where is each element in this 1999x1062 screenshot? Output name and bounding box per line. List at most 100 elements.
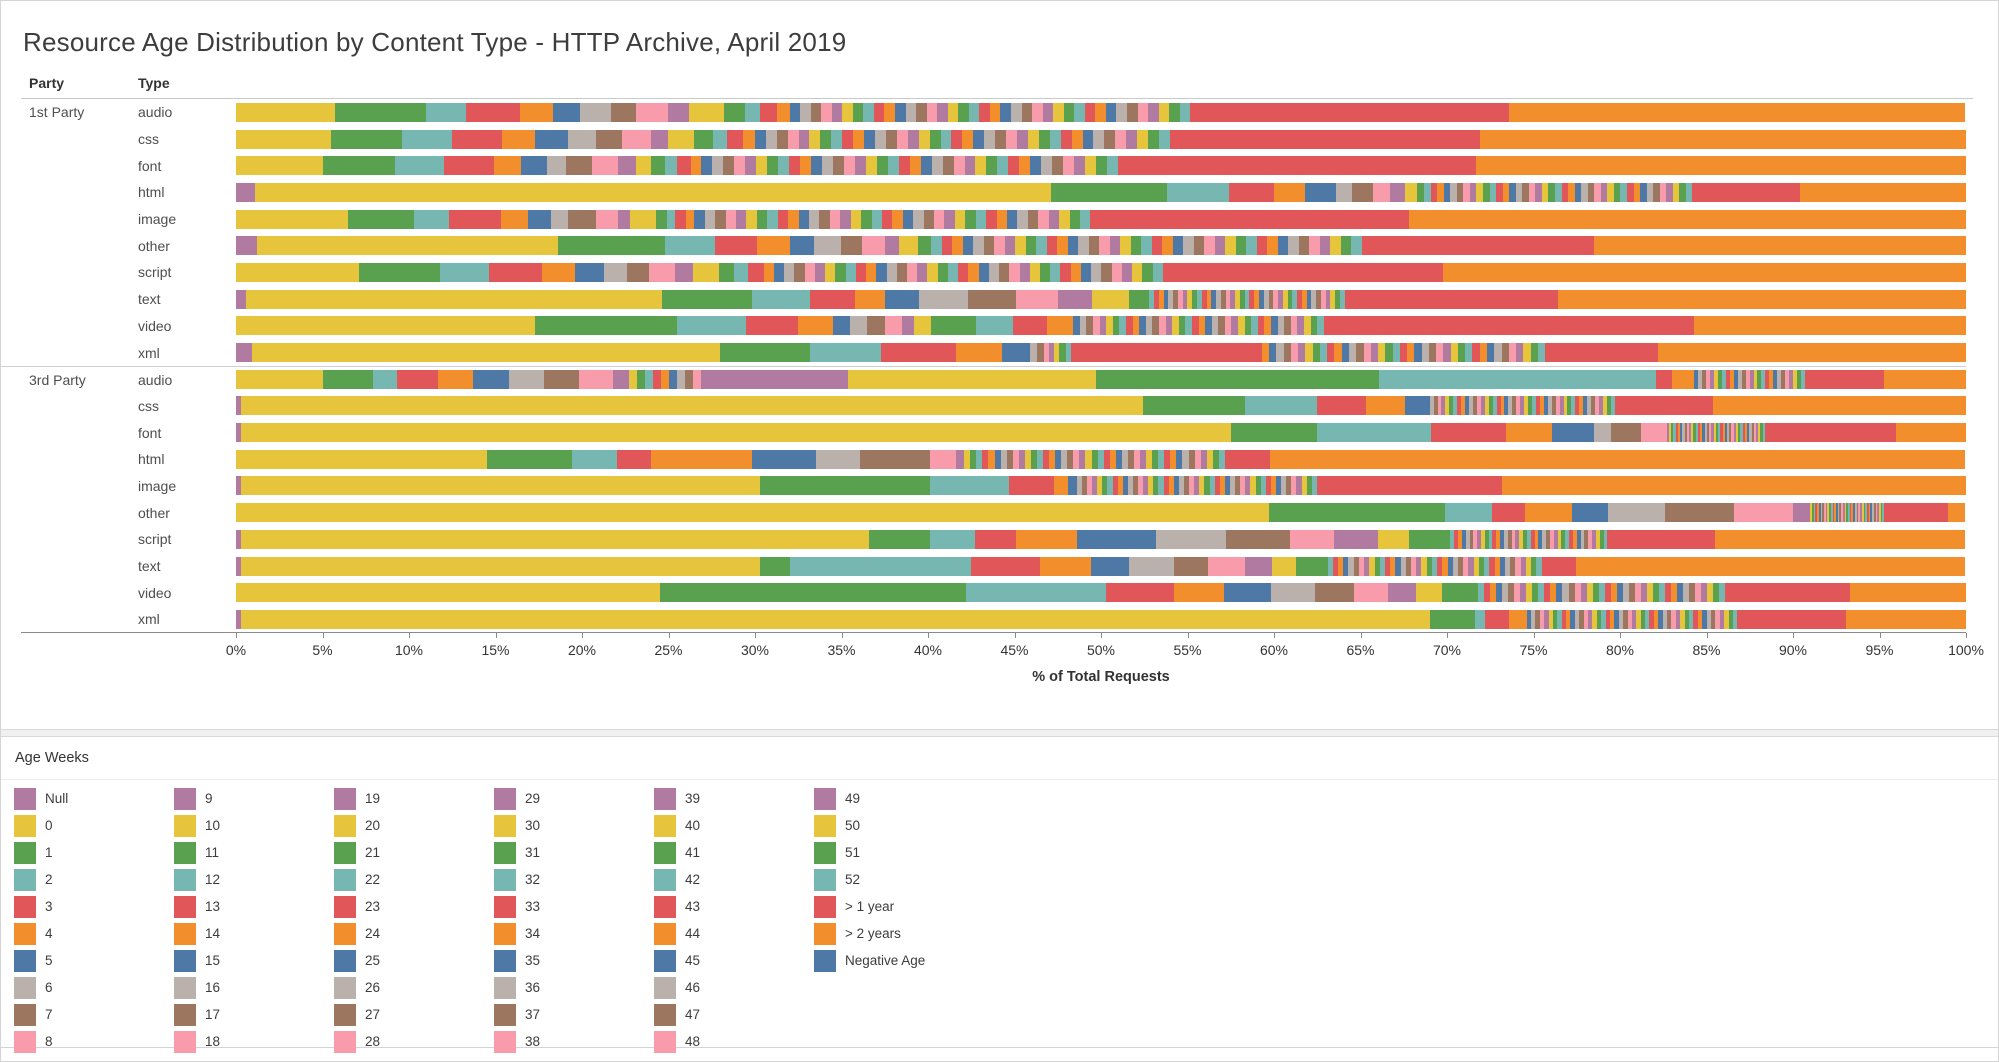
bar-segment[interactable]: [1571, 503, 1608, 523]
bar-segment[interactable]: [829, 209, 841, 229]
bar-segment[interactable]: [884, 316, 902, 336]
bar-segment[interactable]: [1675, 609, 1681, 629]
bar-segment[interactable]: [1074, 156, 1086, 176]
bar-segment[interactable]: [1417, 182, 1425, 202]
bar-segment[interactable]: [756, 209, 768, 229]
bar-segment[interactable]: [1504, 556, 1511, 576]
bar-segment[interactable]: [1551, 396, 1556, 416]
bar-segment[interactable]: [1016, 129, 1028, 149]
bar-segment[interactable]: [745, 156, 757, 176]
bar-segment[interactable]: [1032, 102, 1043, 122]
bar-segment[interactable]: [1689, 609, 1694, 629]
bar-segment[interactable]: [1092, 289, 1129, 309]
bar-segment[interactable]: [1010, 102, 1022, 122]
bar-segment[interactable]: [1152, 449, 1159, 469]
bar-segment[interactable]: [1289, 529, 1335, 549]
bar-segment[interactable]: [1392, 343, 1400, 363]
bar-segment[interactable]: [1656, 370, 1672, 390]
bar-segment[interactable]: [978, 262, 989, 282]
bar-segment[interactable]: [1351, 182, 1373, 202]
bar-segment[interactable]: [694, 209, 705, 229]
bar-segment[interactable]: [668, 102, 690, 122]
bar-segment[interactable]: [1704, 423, 1707, 443]
bar-segment[interactable]: [236, 609, 242, 629]
bar-segment[interactable]: [1027, 129, 1039, 149]
bar-segment[interactable]: [1290, 343, 1299, 363]
bar-segment[interactable]: [894, 102, 906, 122]
bar-segment[interactable]: [869, 529, 930, 549]
bar-segment[interactable]: [917, 262, 928, 282]
bar-segment[interactable]: [1610, 583, 1617, 603]
bar-segment[interactable]: [1012, 316, 1048, 336]
bar-segment[interactable]: [1745, 370, 1750, 390]
bar-segment[interactable]: [1042, 102, 1054, 122]
bar-segment[interactable]: [754, 129, 766, 149]
bar-segment[interactable]: [1837, 503, 1840, 523]
bar-segment[interactable]: [788, 209, 799, 229]
bar-segment[interactable]: [236, 503, 1269, 523]
legend-item[interactable]: 6: [14, 974, 174, 1001]
bar-segment[interactable]: [1082, 129, 1094, 149]
bar-segment[interactable]: [1502, 182, 1510, 202]
bar-segment[interactable]: [1057, 236, 1068, 256]
bar-segment[interactable]: [1601, 609, 1606, 629]
bar-segment[interactable]: [1445, 503, 1492, 523]
bar-segment[interactable]: [1152, 316, 1159, 336]
legend-item[interactable]: 44: [654, 920, 814, 947]
bar-segment[interactable]: [1722, 423, 1725, 443]
bar-segment[interactable]: [1657, 343, 1966, 363]
bar-segment[interactable]: [1090, 556, 1129, 576]
bar-segment[interactable]: [1047, 316, 1074, 336]
bar-segment[interactable]: [1526, 609, 1531, 629]
bar-segment[interactable]: [1747, 423, 1750, 443]
bar-segment[interactable]: [1695, 583, 1702, 603]
bar-segment[interactable]: [1720, 423, 1723, 443]
bar-segment[interactable]: [1176, 449, 1183, 469]
bar-segment[interactable]: [919, 289, 968, 309]
bar-segment[interactable]: [1097, 476, 1103, 496]
bar-segment[interactable]: [947, 262, 959, 282]
bar-segment[interactable]: [1849, 503, 1852, 523]
bar-segment[interactable]: [621, 129, 652, 149]
bar-segment[interactable]: [1133, 449, 1141, 469]
bar-segment[interactable]: [1008, 156, 1020, 176]
bar-segment[interactable]: [1111, 262, 1122, 282]
bar-segment[interactable]: [1481, 529, 1485, 549]
legend-item[interactable]: 17: [174, 1001, 334, 1028]
bar-segment[interactable]: [704, 209, 716, 229]
bar-segment[interactable]: [1284, 316, 1291, 336]
bar-segment[interactable]: [1085, 449, 1092, 469]
bar-segment[interactable]: [1265, 476, 1271, 496]
bar-segment[interactable]: [1429, 396, 1434, 416]
bar-segment[interactable]: [1571, 396, 1576, 416]
bar-segment[interactable]: [898, 156, 910, 176]
bar-segment[interactable]: [1485, 609, 1510, 629]
bar-segment[interactable]: [1151, 236, 1163, 256]
bar-segment[interactable]: [322, 156, 396, 176]
bar-segment[interactable]: [1535, 609, 1540, 629]
bar-segment[interactable]: [1208, 556, 1245, 576]
bar-segment[interactable]: [438, 370, 473, 390]
bar-segment[interactable]: [1583, 609, 1589, 629]
bar-segment[interactable]: [1019, 262, 1030, 282]
bar-segment[interactable]: [1626, 182, 1634, 202]
bar-segment[interactable]: [1068, 476, 1077, 496]
bar-segment[interactable]: [1653, 609, 1659, 629]
bar-segment[interactable]: [1489, 556, 1495, 576]
bar-segment[interactable]: [1525, 556, 1532, 576]
bar-segment[interactable]: [1443, 262, 1966, 282]
bar-segment[interactable]: [1634, 583, 1641, 603]
bar-segment[interactable]: [1556, 583, 1563, 603]
bar-segment[interactable]: [1057, 289, 1093, 309]
bar-segment[interactable]: [1646, 583, 1653, 603]
legend-item[interactable]: 3: [14, 893, 174, 920]
bar-segment[interactable]: [789, 156, 800, 176]
bar-segment[interactable]: [1830, 503, 1833, 523]
bar-segment[interactable]: [1036, 343, 1044, 363]
bar-segment[interactable]: [914, 316, 932, 336]
bar-segment[interactable]: [1666, 182, 1673, 202]
bar-segment[interactable]: [1170, 449, 1177, 469]
bar-segment[interactable]: [1079, 316, 1087, 336]
bar-segment[interactable]: [660, 370, 669, 390]
bar-segment[interactable]: [814, 262, 826, 282]
